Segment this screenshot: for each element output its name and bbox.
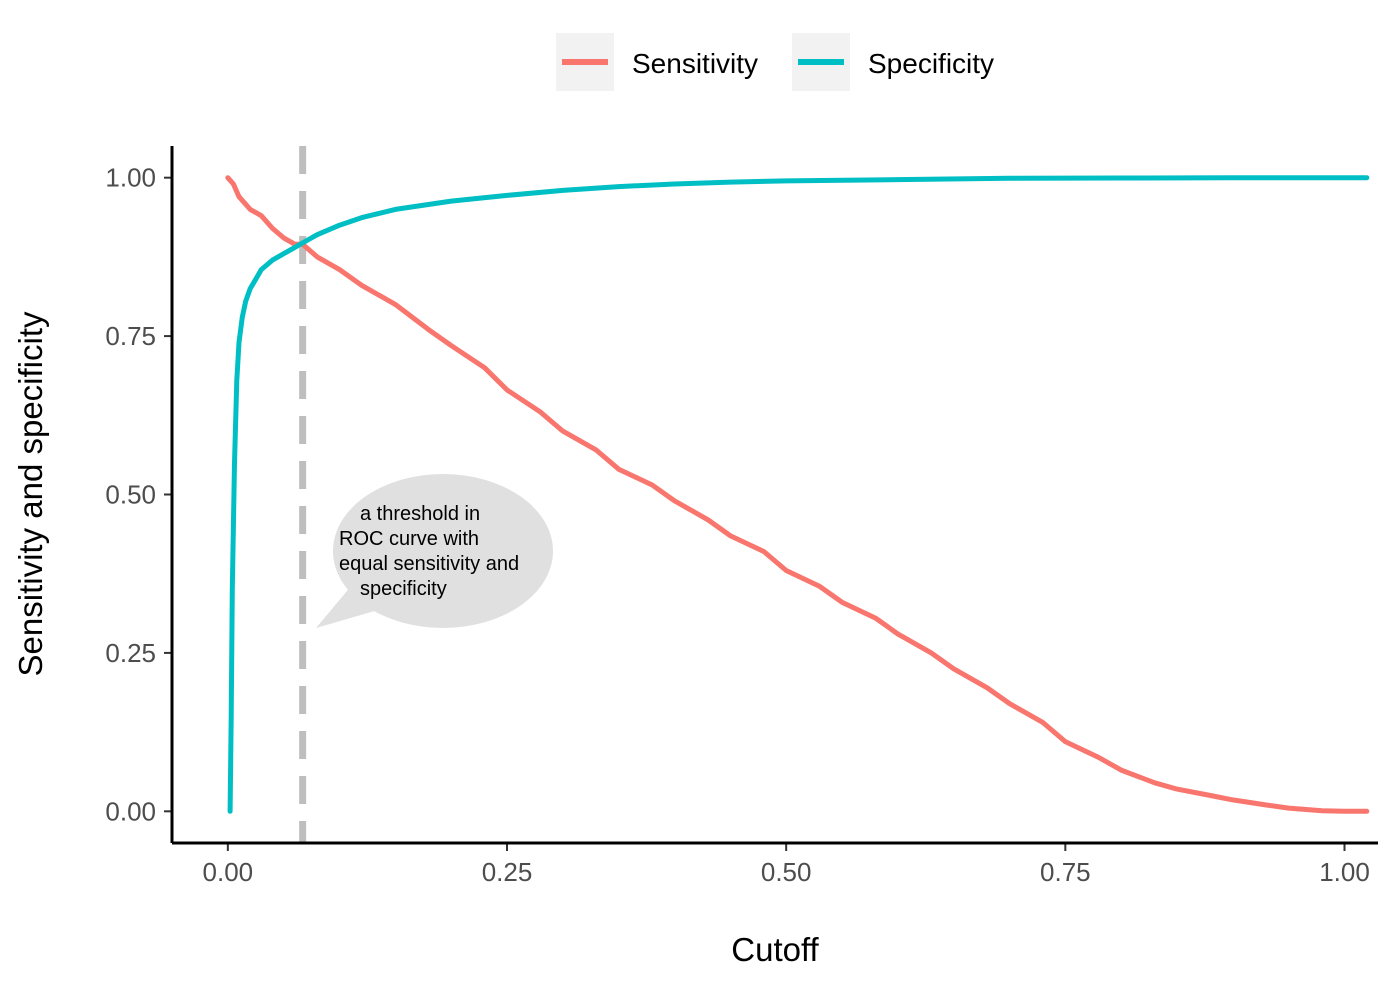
legend-label-specificity: Specificity: [868, 48, 994, 79]
y-tick-label: 1.00: [105, 163, 156, 193]
y-tick-label: 0.50: [105, 480, 156, 510]
annotation-bubble: a threshold in ROC curve with equal sensit…: [316, 474, 553, 628]
x-tick-label: 0.00: [203, 857, 254, 887]
legend-label-sensitivity: Sensitivity: [632, 48, 758, 79]
series-line-specificity: [227, 175, 1370, 814]
annotation-line: equal sensitivity and: [339, 553, 519, 575]
series-layer: [225, 175, 1370, 814]
y-tick-label: 0.00: [105, 796, 156, 826]
y-tick-label: 0.75: [105, 321, 156, 351]
annotation-line: a threshold in: [360, 503, 480, 525]
x-tick-label: 1.00: [1319, 857, 1370, 887]
axis-ticks: 0.00 0.25 0.50 0.75 1.00 0.00 0.25 0.50 0.75 1.00: [105, 163, 1369, 887]
y-tick-label: 0.25: [105, 638, 156, 668]
x-tick-label: 0.25: [482, 857, 533, 887]
annotation-line: specificity: [360, 578, 447, 600]
x-axis-title: Cutoff: [731, 931, 819, 968]
x-tick-label: 0.50: [761, 857, 812, 887]
y-axis-title: Sensitivity and specificity: [12, 311, 49, 676]
x-tick-label: 0.75: [1040, 857, 1091, 887]
legend: Sensitivity Specificity: [556, 33, 994, 91]
annotation-line: ROC curve with: [339, 528, 479, 550]
bubble-body: [333, 474, 553, 628]
